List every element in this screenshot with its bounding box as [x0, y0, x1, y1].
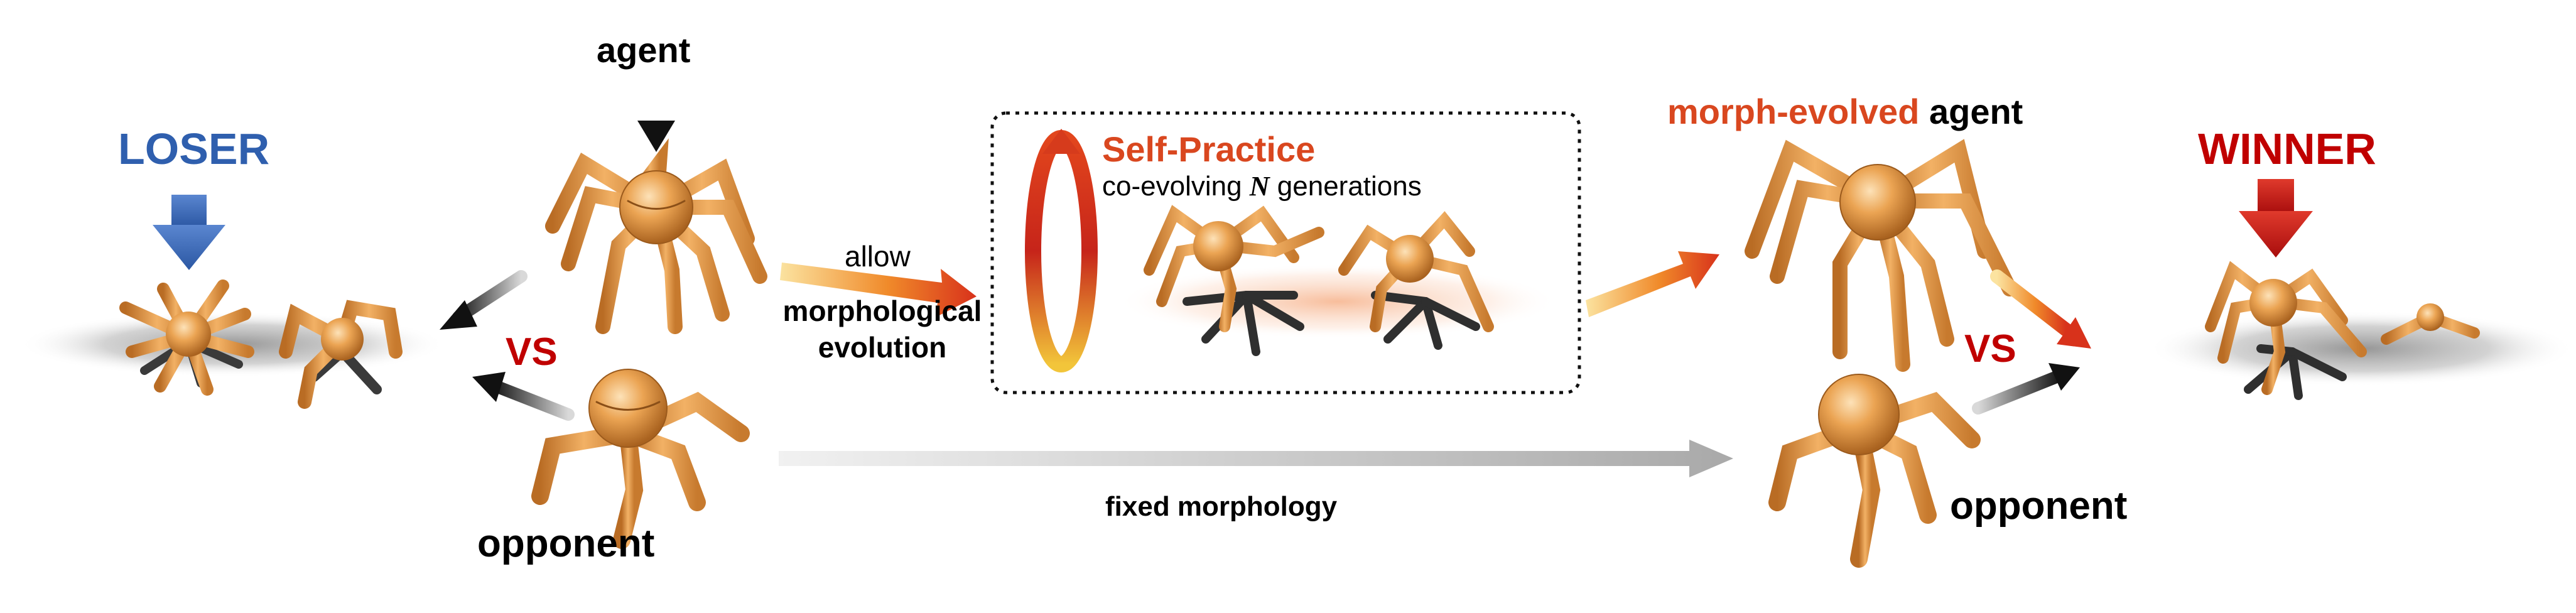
coevolving-suffix: generations — [1269, 171, 1422, 202]
practice-spider-2 — [1338, 211, 1494, 350]
winner-spider — [2205, 261, 2367, 400]
coevolving-n: N — [1249, 171, 1270, 202]
morphological-label: morphological — [782, 295, 982, 327]
agent-label: agent — [597, 30, 691, 70]
winner-arrow-icon — [2239, 179, 2313, 258]
cycle-icon — [1025, 129, 1098, 372]
flipped-ant-right-arena — [2381, 261, 2480, 376]
loser-label: LOSER — [118, 124, 270, 173]
opponent-label-left: opponent — [477, 522, 655, 565]
agent-marker-icon — [637, 121, 675, 152]
coevolving-prefix: co-evolving — [1102, 171, 1250, 202]
arrow-agent-to-arena-left — [440, 270, 528, 330]
self-practice-box — [990, 111, 1581, 394]
winner-label: WINNER — [2198, 124, 2376, 173]
opponent-ant-right — [1768, 374, 1981, 568]
opponent-label-right: opponent — [1950, 484, 2128, 528]
coevolving-label: co-evolving N generations — [1102, 173, 1422, 200]
arrow-fixed-morphology — [779, 440, 1733, 477]
fixed-morphology-label: fixed morphology — [1105, 491, 1338, 522]
opponent-ant-left — [531, 369, 750, 549]
arrow-opponent-to-arena-left — [472, 372, 575, 421]
practice-spider-1 — [1144, 205, 1324, 356]
loser-spider — [119, 279, 254, 396]
morph-evolved-text: morph-evolved — [1667, 92, 1920, 131]
agent-text-right: agent — [1919, 92, 2023, 131]
loser-arrow-icon — [153, 195, 225, 270]
vs-label-left: VS — [506, 330, 558, 374]
arrow-opponent-to-arena-right — [1972, 363, 2080, 415]
agent-spider — [545, 138, 767, 334]
opponent-ant-left-arena — [279, 300, 403, 409]
evolution-label: evolution — [818, 331, 947, 364]
evolved-agent-label: morph-evolved agent — [1667, 94, 2023, 129]
arrow-evolved-to-arena-right — [1990, 269, 2091, 349]
allow-label: allow — [845, 240, 911, 273]
self-practice-label: Self-Practice — [1102, 129, 1316, 169]
evolved-agent-spider — [1745, 139, 2017, 372]
arrow-to-evolved-agent — [1586, 251, 1719, 317]
vs-label-right: VS — [1964, 327, 2016, 371]
arrow-allow-evolution — [780, 263, 977, 317]
